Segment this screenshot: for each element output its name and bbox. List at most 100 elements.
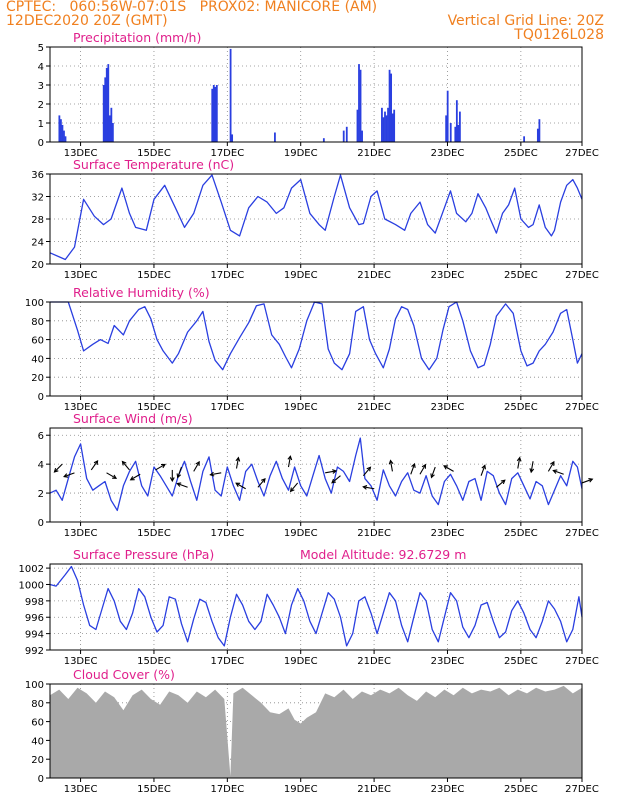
- wind-arrow-head: [160, 463, 167, 469]
- cloud-xtick-label: 15DEC: [137, 784, 171, 795]
- wind-xtick-label: 21DEC: [357, 528, 391, 539]
- rh-ytick-label: 0: [38, 392, 44, 403]
- temp-xtick-label: 25DEC: [504, 270, 538, 281]
- wind-arrow-shaft: [177, 466, 182, 478]
- wind-arrow: [63, 472, 75, 478]
- precip-bar: [359, 69, 362, 142]
- wind-arrow: [209, 471, 222, 477]
- temp-xtick-label: 19DEC: [284, 270, 318, 281]
- rh-panel: 0 20 40 60 80 100 13DEC 15DEC 17DEC 19DEC 21DEC 23D…: [25, 285, 599, 413]
- wind-arrow-shaft: [235, 482, 246, 490]
- precip-bar: [274, 132, 276, 142]
- wind-arrow: [155, 463, 167, 471]
- cloud-xtick-label: 21DEC: [357, 784, 391, 795]
- wind-arrow: [480, 464, 487, 476]
- precip-bar: [108, 115, 111, 142]
- rh-xtick-label: 17DEC: [210, 402, 244, 413]
- pressure-xtick-label: 15DEC: [137, 656, 171, 667]
- wind-arrow: [547, 460, 555, 472]
- wind-ytick-label: 0: [38, 518, 44, 529]
- wind-arrow-head: [235, 456, 241, 462]
- wind-arrow-head: [552, 469, 558, 474]
- rh-ytick-label: 40: [31, 354, 44, 365]
- precip-title: Precipitation (mm/h): [73, 30, 201, 45]
- wind-arrow-shaft: [517, 457, 521, 469]
- wind-arrow-head: [287, 455, 293, 461]
- precip-xtick-label: 15DEC: [137, 148, 171, 159]
- precip-bar: [322, 138, 325, 142]
- precip-bar: [110, 107, 113, 142]
- temp-panel: 20 24 28 32 36 13DEC 15DEC 17DEC 19DEC 21DEC 23DEC…: [31, 157, 599, 281]
- precip-bar: [384, 111, 386, 142]
- wind-arrow-head: [195, 460, 200, 466]
- rh-xtick-label: 15DEC: [137, 402, 171, 413]
- wind-arrow-head: [516, 456, 522, 462]
- wind-arrow: [419, 463, 427, 475]
- wind-arrow-shaft: [290, 482, 299, 492]
- wind-arrow: [90, 459, 99, 471]
- rh-title: Relative Humidity (%): [73, 285, 210, 300]
- precip-bar: [104, 77, 107, 142]
- wind-arrow-shaft: [389, 460, 393, 472]
- wind-arrow: [169, 469, 175, 483]
- precip-xtick-label: 17DEC: [210, 148, 244, 159]
- precip-xtick-label: 13DEC: [64, 148, 98, 159]
- precip-bar: [64, 136, 67, 142]
- precip-bar: [390, 73, 393, 142]
- cloud-xtick-label: 27DEC: [565, 784, 599, 795]
- precip-bar: [231, 134, 234, 142]
- wind-arrow-shaft: [130, 473, 141, 481]
- precip-bar: [212, 85, 215, 142]
- wind-arrow-head: [481, 464, 487, 470]
- wind-xtick-label: 13DEC: [64, 528, 98, 539]
- cloud-xtick-label: 17DEC: [210, 784, 244, 795]
- cloud-xtick-label: 13DEC: [64, 784, 98, 795]
- wind-arrow-head: [529, 468, 535, 474]
- wind-frame: [49, 427, 583, 523]
- wind-xtick-label: 25DEC: [504, 528, 538, 539]
- wind-arrow-head: [366, 466, 372, 472]
- pressure-xtick-label: 23DEC: [431, 656, 465, 667]
- wind-arrow-shaft: [362, 466, 371, 477]
- precip-xtick-label: 27DEC: [565, 148, 599, 159]
- wind-line: [49, 437, 583, 512]
- wind-arrow-shaft: [257, 478, 266, 488]
- precip-bar: [387, 107, 389, 142]
- rh-ytick-label: 100: [25, 298, 44, 309]
- cloud-ytick-label: 40: [31, 736, 44, 747]
- precip-bar: [105, 67, 108, 142]
- wind-arrow-head: [112, 474, 118, 479]
- precip-bar: [391, 113, 394, 142]
- wind-arrow: [552, 469, 564, 475]
- precip-bar: [523, 136, 526, 142]
- wind-arrow-shaft: [210, 472, 222, 476]
- wind-arrow: [325, 469, 338, 474]
- wind-arrow-shaft: [480, 465, 486, 476]
- wind-arrow: [235, 482, 246, 490]
- cloud-area: [50, 685, 582, 778]
- precip-bar: [60, 119, 62, 142]
- cloud-ytick-label: 100: [25, 680, 44, 691]
- precip-xtick-label: 21DEC: [357, 148, 391, 159]
- cloud-title: Cloud Cover (%): [73, 667, 175, 682]
- cloud-ytick-label: 60: [31, 718, 44, 729]
- temp-line: [49, 174, 583, 261]
- pressure-ytick-label: 998: [25, 597, 44, 608]
- wind-arrow-head: [443, 465, 449, 470]
- wind-arrow: [129, 473, 141, 481]
- precip-bar: [107, 64, 110, 142]
- temp-ytick-label: 24: [31, 238, 44, 249]
- wind-arrow: [362, 466, 372, 477]
- precip-bar: [229, 48, 232, 142]
- precip-ytick-label: 2: [38, 100, 44, 111]
- rh-xtick-label: 27DEC: [565, 402, 599, 413]
- rh-ytick-label: 20: [31, 373, 44, 384]
- wind-arrow-head: [235, 482, 241, 487]
- precip-bar: [342, 130, 345, 142]
- wind-ytick-label: 4: [38, 460, 44, 471]
- wind-arrow: [235, 456, 241, 469]
- wind-arrow: [443, 465, 454, 472]
- precip-ytick-label: 0: [38, 138, 44, 149]
- wind-arrow-shaft: [331, 475, 341, 484]
- wind-xtick-label: 15DEC: [137, 528, 171, 539]
